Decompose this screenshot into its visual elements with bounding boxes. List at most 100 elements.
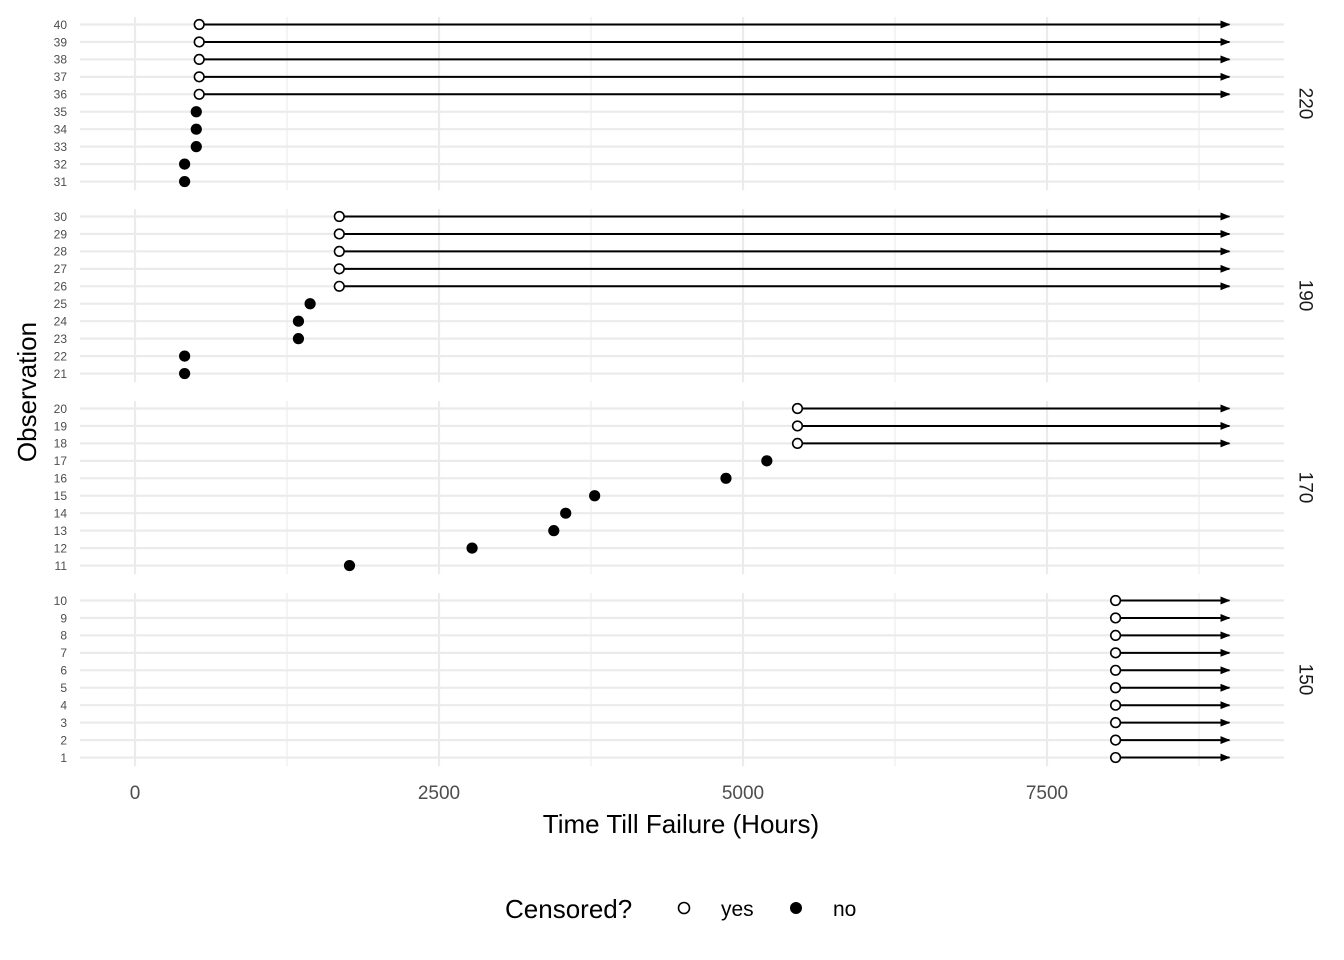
censored-point-obs-36 — [193, 88, 205, 100]
censored-point-obs-7 — [1109, 647, 1122, 659]
y-tick-label: 11 — [55, 559, 68, 573]
failure-point-obs-33 — [190, 141, 202, 153]
censored-point-obs-10 — [1109, 594, 1122, 607]
y-tick-label: 2 — [60, 733, 67, 747]
censored-point-obs-19 — [791, 420, 804, 432]
censored-point-obs-18 — [791, 437, 804, 450]
failure-point-obs-14 — [560, 507, 572, 519]
failure-point-obs-32 — [179, 158, 191, 170]
y-tick-label: 21 — [54, 367, 68, 381]
y-tick-label: 16 — [54, 472, 68, 486]
failure-point-obs-25 — [304, 298, 316, 310]
censored-point-obs-40 — [193, 18, 205, 31]
failure-point-obs-31 — [179, 175, 191, 188]
y-tick-label: 40 — [54, 18, 68, 32]
censored-point-obs-5 — [1109, 682, 1122, 694]
censored-point-obs-9 — [1109, 612, 1122, 624]
facet-strip-label: 190 — [1295, 280, 1316, 312]
panels: 3132333435363738394022021222324252627282… — [54, 17, 1316, 766]
y-tick-label: 31 — [54, 175, 68, 189]
y-tick-label: 7 — [60, 646, 67, 660]
censored-point-obs-29 — [333, 228, 345, 240]
y-tick-label: 6 — [60, 664, 67, 678]
y-tick-label: 33 — [54, 140, 68, 154]
y-tick-label: 26 — [54, 280, 68, 294]
y-tick-label: 17 — [54, 454, 68, 468]
censored-point-obs-20 — [791, 402, 804, 415]
censored-point-obs-38 — [193, 53, 205, 66]
failure-point-obs-22 — [179, 350, 191, 362]
y-tick-label: 4 — [60, 699, 67, 713]
legend-label-no: no — [833, 898, 856, 921]
y-tick-label: 32 — [54, 157, 68, 171]
panel-150: 1 2 3 4 5 6 7 8 9 10 150 — [54, 593, 1316, 766]
y-tick-label: 20 — [54, 402, 68, 416]
y-tick-label: 18 — [54, 437, 68, 451]
legend: Censored? yes no — [505, 894, 856, 924]
y-tick-label: 23 — [54, 332, 68, 346]
y-tick-label: 37 — [54, 70, 68, 84]
y-tick-label: 39 — [54, 35, 68, 49]
y-tick-label: 34 — [54, 123, 68, 137]
censored-point-obs-2 — [1109, 734, 1122, 746]
failure-point-obs-17 — [761, 455, 773, 467]
x-axis: 0 2500 5000 7500 — [130, 783, 1068, 804]
y-tick-label: 12 — [54, 541, 68, 555]
censored-point-obs-27 — [333, 263, 345, 275]
failure-point-obs-15 — [589, 490, 601, 502]
y-tick-label: 8 — [60, 629, 67, 643]
censored-point-obs-28 — [333, 245, 345, 257]
x-tick-label: 5000 — [722, 783, 764, 804]
censored-point-obs-6 — [1109, 664, 1122, 676]
censored-point-obs-8 — [1109, 629, 1122, 642]
failure-point-obs-35 — [190, 106, 202, 118]
x-tick-label: 7500 — [1026, 783, 1068, 804]
y-tick-label: 28 — [54, 245, 68, 259]
facet-strip-label: 150 — [1295, 664, 1316, 696]
censored-point-obs-39 — [193, 36, 205, 48]
legend-label-yes: yes — [721, 898, 754, 921]
failure-point-obs-16 — [720, 472, 732, 484]
facet-strip-label: 220 — [1295, 88, 1316, 120]
y-tick-label: 25 — [54, 297, 68, 311]
panel-190: 21 22 23 24 25 26 27 28 29 30 190 — [54, 209, 1316, 382]
y-tick-label: 36 — [54, 88, 68, 102]
y-tick-label: 29 — [54, 227, 68, 241]
y-tick-label: 10 — [54, 594, 68, 608]
x-tick-label: 0 — [130, 783, 141, 804]
y-tick-label: 38 — [54, 53, 68, 67]
failure-point-obs-13 — [548, 525, 560, 537]
legend-marker-yes — [677, 901, 691, 915]
y-tick-label: 14 — [54, 507, 68, 521]
facet-strip-label: 170 — [1295, 472, 1316, 504]
legend-marker-no — [790, 902, 802, 914]
y-tick-label: 19 — [54, 419, 68, 433]
y-tick-label: 9 — [60, 611, 67, 625]
y-tick-label: 1 — [60, 751, 67, 765]
y-tick-label: 13 — [54, 524, 68, 538]
x-axis-title: Time Till Failure (Hours) — [543, 809, 819, 839]
failure-point-obs-23 — [292, 333, 305, 345]
censored-point-obs-4 — [1109, 699, 1122, 711]
failure-point-obs-34 — [190, 123, 202, 135]
censored-point-obs-3 — [1109, 717, 1122, 729]
y-tick-label: 24 — [54, 315, 68, 329]
censored-point-obs-26 — [333, 280, 345, 292]
failure-point-obs-24 — [292, 315, 305, 327]
y-tick-label: 15 — [54, 489, 68, 503]
censored-point-obs-37 — [193, 71, 205, 83]
censored-point-obs-30 — [333, 210, 345, 223]
y-tick-label: 27 — [54, 262, 68, 276]
censored-point-obs-1 — [1109, 751, 1122, 764]
y-tick-label: 22 — [54, 349, 68, 363]
failure-point-obs-21 — [179, 367, 191, 380]
y-tick-label: 30 — [54, 210, 68, 224]
y-axis-title: Observation — [12, 322, 42, 462]
panel-220: 31 32 33 34 35 36 37 38 39 40 220 — [54, 17, 1316, 190]
y-tick-label: 5 — [60, 681, 67, 695]
y-tick-label: 35 — [54, 105, 68, 119]
y-tick-label: 3 — [60, 716, 67, 730]
panel-170: 11 12 13 14 15 16 17 18 19 20 170 — [54, 401, 1316, 574]
failure-point-obs-12 — [466, 542, 478, 554]
